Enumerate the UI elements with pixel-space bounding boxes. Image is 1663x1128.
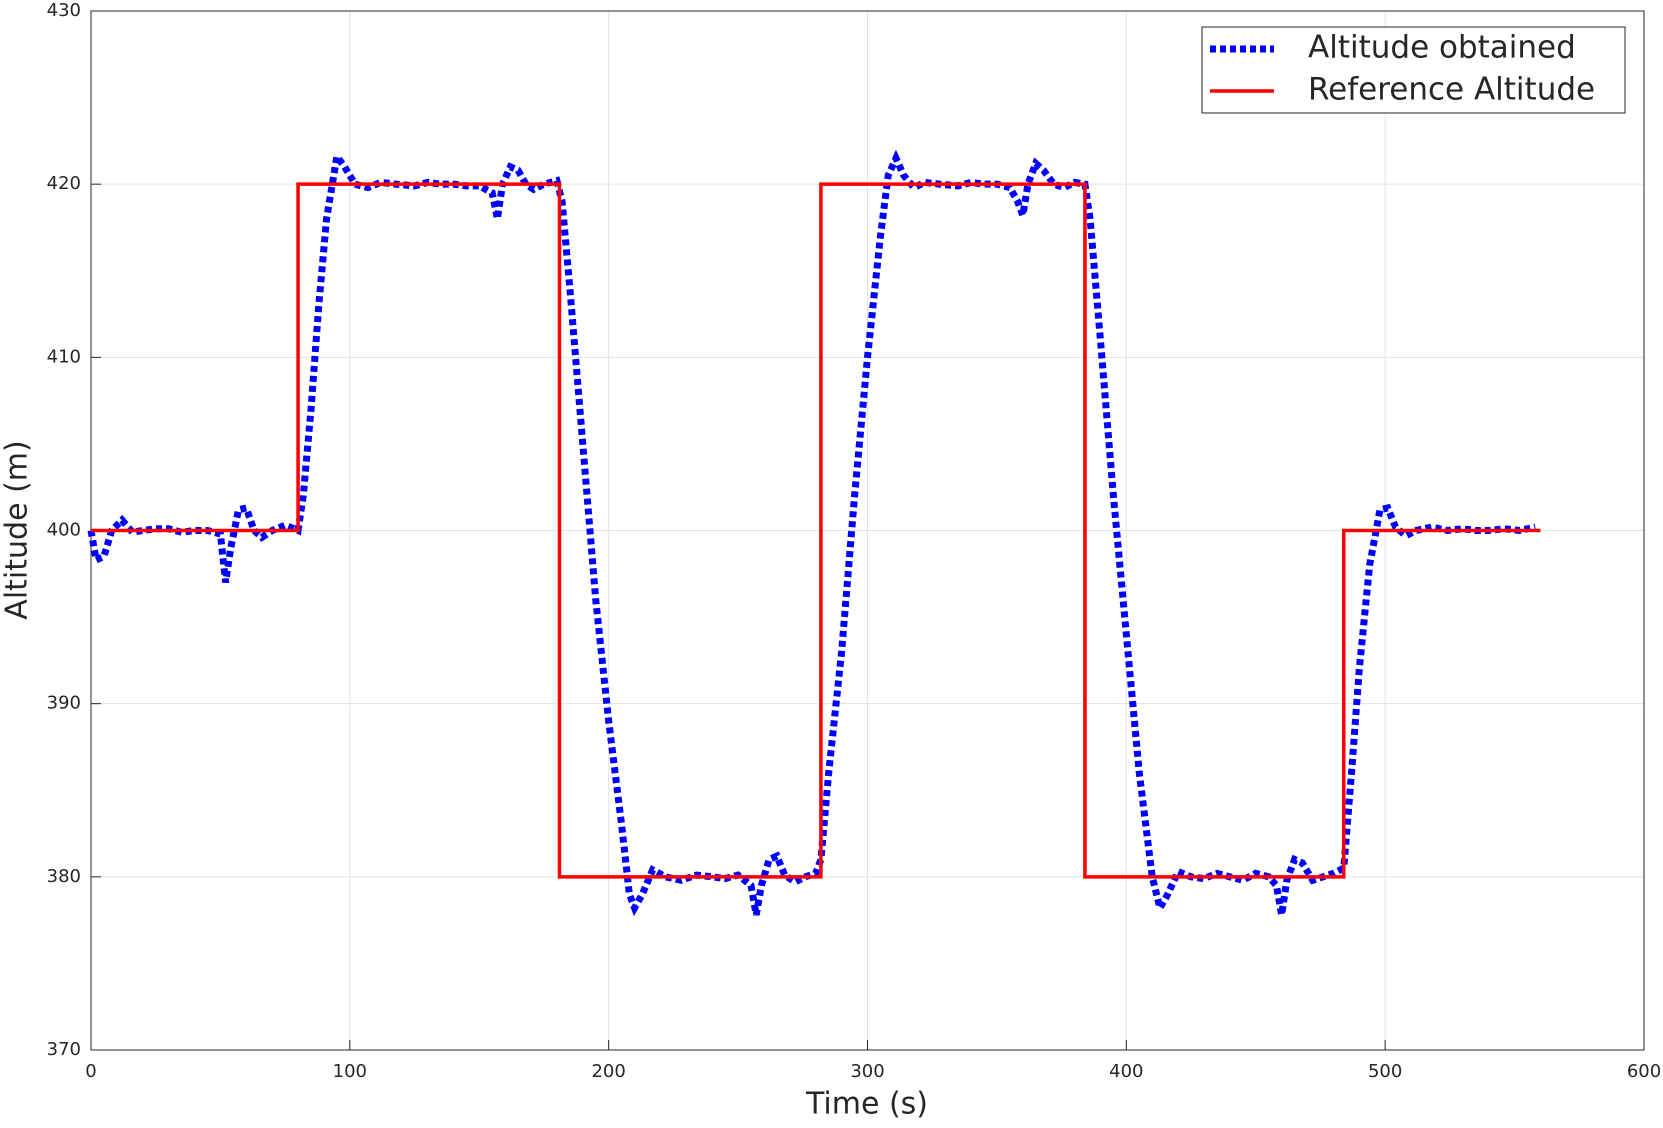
y-tick-label: 430 — [47, 0, 81, 21]
legend-box — [1201, 26, 1626, 114]
y-tick-label: 390 — [47, 693, 81, 714]
x-tick-label: 300 — [850, 1061, 884, 1082]
x-tick-label: 600 — [1627, 1061, 1661, 1082]
x-tick-label: 100 — [333, 1061, 367, 1082]
x-tick-label: 500 — [1368, 1061, 1402, 1082]
y-tick-label: 410 — [47, 346, 81, 367]
x-tick-label: 200 — [591, 1061, 625, 1082]
y-tick-label: 420 — [47, 173, 81, 194]
x-tick-label: 400 — [1109, 1061, 1143, 1082]
y-axis-label: Altitude (m) — [0, 440, 35, 619]
legend-label: Reference Altitude — [1308, 72, 1595, 108]
y-tick-label: 380 — [47, 866, 81, 887]
y-tick-label: 370 — [47, 1039, 81, 1060]
data-line — [87, 147, 1537, 918]
x-tick-label: 0 — [85, 1061, 96, 1082]
data-line — [91, 182, 1541, 879]
x-axis-label: Time (s) — [805, 1087, 928, 1122]
y-tick-label: 400 — [47, 520, 81, 541]
legend-label: Altitude obtained — [1308, 30, 1576, 66]
